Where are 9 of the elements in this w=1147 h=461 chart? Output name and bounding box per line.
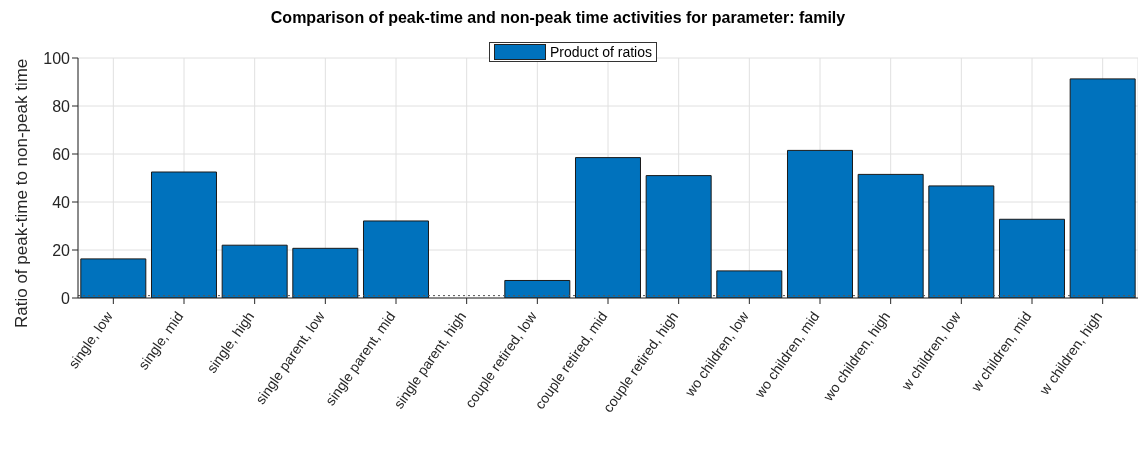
y-tick-label: 20	[52, 241, 71, 259]
y-tick-label: 100	[43, 49, 71, 67]
y-tick-label: 80	[52, 97, 71, 115]
y-tick-label: 0	[61, 289, 71, 307]
y-axis-title: Ratio of peak-time to non-peak time	[12, 58, 32, 328]
y-tick-label: 40	[52, 193, 71, 211]
chart-title: Comparison of peak-time and non-peak time activities for parameter: family	[269, 8, 847, 28]
y-tick-label: 60	[52, 145, 71, 163]
legend-label: Product of ratios	[550, 44, 652, 60]
